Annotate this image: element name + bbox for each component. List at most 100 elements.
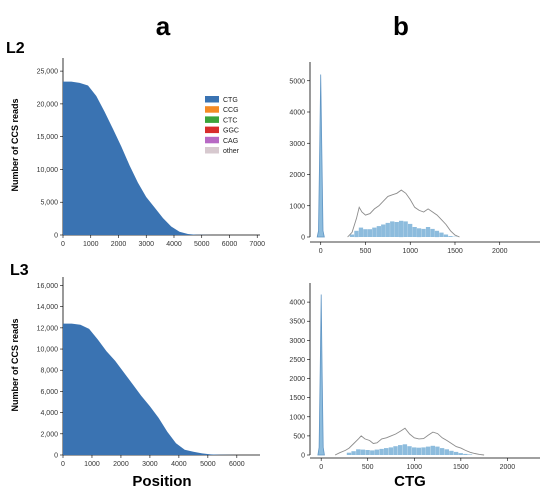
x-tick-label: 0: [319, 464, 323, 471]
y-tick-label: 10,000: [37, 167, 59, 174]
panel-letter-a: a: [156, 11, 171, 41]
legend-label-ctg: CTG: [223, 97, 238, 104]
legend-swatch-ctg: [205, 96, 219, 103]
legend-swatch-ctc: [205, 116, 219, 123]
legend-label-ggc: GGC: [223, 128, 239, 135]
legend-swatch-ccg: [205, 106, 219, 113]
hist-bar: [443, 234, 449, 237]
y-tick-label: 2500: [289, 357, 305, 364]
x-tick-label: 6000: [229, 461, 245, 468]
legend-swatch-other: [205, 147, 219, 154]
hist-bar: [394, 222, 399, 237]
hist-bar: [421, 228, 426, 237]
hist-bar: [425, 446, 431, 455]
legend-label-cag: CAG: [223, 138, 238, 145]
chart-a-l2: 0 5,000 10,000 15,000 20,000 25,000 0 1000 2000 3…: [37, 58, 265, 248]
hist-bar: [349, 234, 355, 237]
chart-b-l3: 0 500 1000 1500 2000 2500 3000 3500 4000 0 500 1000…: [289, 283, 540, 471]
y-tick-label: 2000: [289, 172, 305, 179]
hist-bar: [463, 453, 468, 455]
hist-bar: [448, 236, 453, 237]
y-tick-label: 8,000: [40, 368, 58, 375]
y-tick-label: 4000: [289, 110, 305, 117]
xaxis-title-position: Position: [132, 473, 191, 490]
hist-bar: [430, 228, 435, 237]
hist-bar: [367, 229, 372, 237]
hist-bar: [453, 451, 459, 455]
hist-bar: [372, 227, 377, 237]
zero-peak: [317, 294, 325, 456]
y-tick-label: 12,000: [37, 325, 59, 332]
hist-bar: [381, 224, 386, 237]
zero-peak: [316, 74, 325, 238]
hist-bar: [360, 449, 366, 455]
hist-bar: [458, 453, 463, 455]
y-tick-label: 0: [54, 453, 58, 460]
hist-bar: [384, 448, 389, 455]
y-tick-label: 1500: [289, 395, 305, 402]
hist-bar: [467, 454, 473, 455]
x-tick-label: 3000: [138, 241, 154, 248]
legend-swatch-cag: [205, 136, 219, 144]
y-tick-label: 16,000: [37, 283, 59, 290]
area-series-ctg: [63, 323, 243, 455]
hist-bar: [449, 450, 454, 455]
x-tick-label: 1000: [83, 241, 99, 248]
hist-bar: [439, 448, 445, 455]
legend: CTG CCG CTC GGC CAG other: [205, 96, 240, 155]
x-tick-label: 4000: [171, 461, 187, 468]
y-tick-label: 4000: [289, 300, 305, 307]
x-tick-label: 0: [319, 248, 323, 255]
y-tick-label: 1000: [289, 414, 305, 421]
x-tick-label: 0: [61, 461, 65, 468]
x-tick-label: 2000: [500, 464, 516, 471]
y-tick-label: 0: [301, 453, 305, 460]
hist-bar: [412, 227, 417, 237]
hist-bar: [385, 222, 390, 237]
y-tick-label: 500: [293, 433, 305, 440]
x-tick-label: 1500: [453, 464, 469, 471]
hist-bar: [399, 220, 404, 238]
hist-bar: [402, 444, 408, 455]
hist-bar: [444, 449, 449, 455]
y-tick-label: 3000: [289, 141, 305, 148]
y-tick-label: 0: [301, 235, 305, 242]
chart-a-l3: 0 2,000 4,000 6,000 8,000 10,000 12,000 14,000 1…: [37, 277, 260, 468]
hist-bar: [376, 226, 381, 237]
hist-bar: [416, 447, 421, 455]
row-label-l2: L2: [6, 40, 25, 57]
y-tick-label: 3000: [289, 338, 305, 345]
hist-bar: [351, 451, 356, 455]
ylabel-l2: Number of CCS reads: [10, 98, 20, 191]
hist-outline: [334, 427, 485, 456]
x-tick-label: 500: [360, 248, 372, 255]
y-tick-label: 4,000: [40, 410, 58, 417]
x-tick-label: 1000: [84, 461, 100, 468]
x-tick-label: 5000: [200, 461, 216, 468]
hist-bar: [408, 223, 413, 237]
area-series-ctg: [63, 81, 258, 235]
hist-bar: [363, 229, 368, 237]
hist-bar: [365, 450, 370, 455]
y-tick-label: 10,000: [37, 347, 59, 354]
hist-bar: [412, 447, 417, 455]
panel-letter-b: b: [393, 11, 409, 41]
row-label-l3: L3: [10, 262, 29, 279]
hist-bar: [398, 445, 403, 455]
x-tick-label: 500: [362, 464, 374, 471]
hist-bar: [388, 447, 394, 455]
x-tick-label: 2000: [113, 461, 129, 468]
y-tick-label: 6,000: [40, 389, 58, 396]
hist-bar: [346, 452, 352, 455]
y-tick-label: 0: [54, 233, 58, 240]
chart-b-l2: 0 1000 2000 3000 4000 5000 0 500 1000 1500 2000: [289, 62, 540, 255]
hist-bar: [356, 449, 361, 455]
legend-label-other: other: [223, 148, 240, 155]
hist-bar: [416, 228, 422, 238]
legend-label-ccg: CCG: [223, 107, 239, 114]
x-tick-label: 0: [61, 241, 65, 248]
y-tick-label: 3500: [289, 319, 305, 326]
y-tick-label: 25,000: [37, 69, 59, 76]
hist-bar: [390, 221, 395, 237]
